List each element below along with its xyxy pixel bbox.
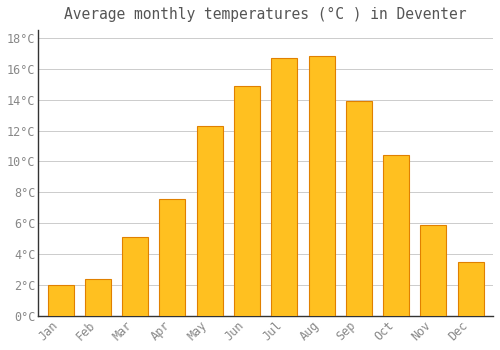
Bar bbox=[85, 279, 111, 316]
Bar bbox=[271, 58, 297, 316]
Bar bbox=[383, 155, 409, 316]
Title: Average monthly temperatures (°C ) in Deventer: Average monthly temperatures (°C ) in De… bbox=[64, 7, 467, 22]
Bar bbox=[346, 101, 372, 316]
Bar bbox=[308, 56, 334, 316]
Bar bbox=[160, 198, 186, 316]
Bar bbox=[458, 262, 483, 316]
Bar bbox=[196, 126, 223, 316]
Bar bbox=[48, 285, 74, 316]
Bar bbox=[234, 86, 260, 316]
Bar bbox=[122, 237, 148, 316]
Bar bbox=[420, 225, 446, 316]
